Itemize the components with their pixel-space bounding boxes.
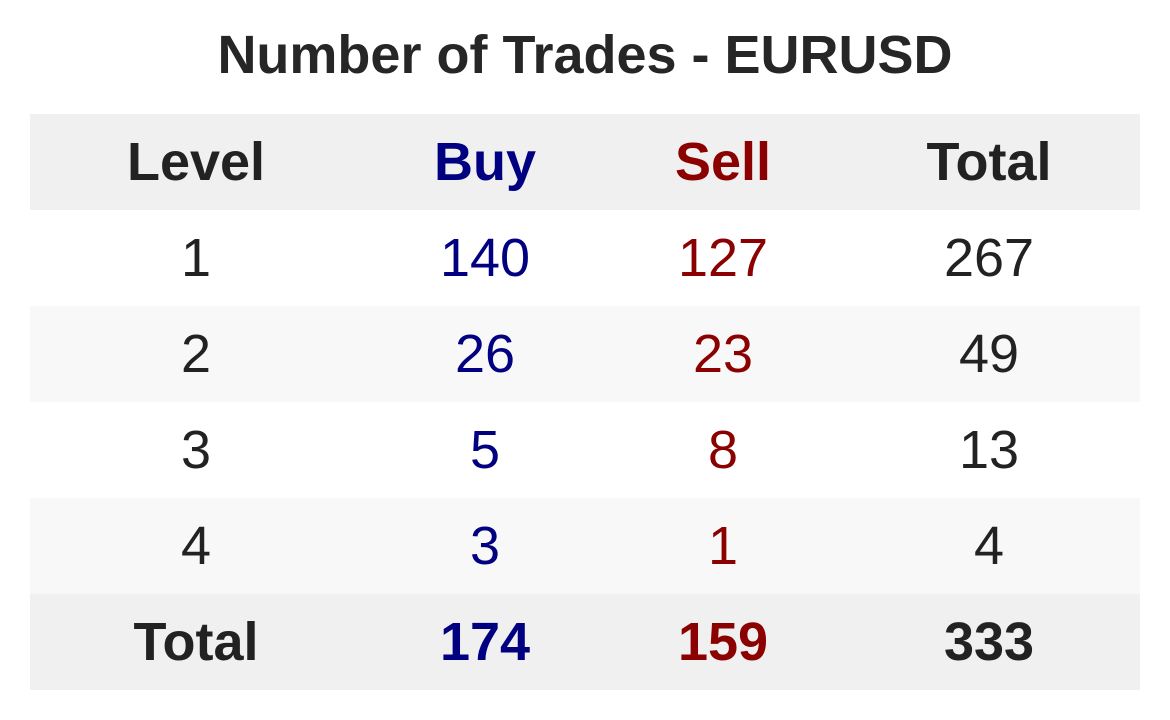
total-total: 333 (943, 612, 1035, 672)
cell-total: 4 (973, 516, 1005, 576)
cell-sell: 1 (707, 516, 739, 576)
total-buy: 174 (439, 612, 531, 672)
cell-level: 1 (180, 228, 212, 288)
table-title: Number of Trades - EURUSD (217, 25, 953, 85)
table-row: 1 140 127 267 (30, 210, 1140, 306)
cell-level: 3 (180, 420, 212, 480)
cell-total: 267 (943, 228, 1035, 288)
header-buy: Buy (433, 132, 536, 192)
table-header-row: Level Buy Sell Total (30, 114, 1140, 210)
header-total: Total (926, 132, 1052, 192)
table-row: 3 5 8 13 (30, 402, 1140, 498)
total-sell: 159 (677, 612, 769, 672)
cell-total: 49 (958, 324, 1020, 384)
table-total-row: Total 174 159 333 (30, 594, 1140, 690)
cell-buy: 26 (454, 324, 516, 384)
cell-sell: 23 (692, 324, 754, 384)
cell-buy: 5 (469, 420, 501, 480)
table-row: 2 26 23 49 (30, 306, 1140, 402)
header-sell: Sell (674, 132, 772, 192)
cell-buy: 140 (439, 228, 531, 288)
cell-total: 13 (958, 420, 1020, 480)
header-level: Level (126, 132, 266, 192)
trades-table: Level Buy Sell Total 1 140 127 267 2 26 … (30, 114, 1140, 690)
total-label: Total (133, 612, 259, 672)
cell-level: 4 (180, 516, 212, 576)
cell-sell: 8 (707, 420, 739, 480)
cell-sell: 127 (677, 228, 769, 288)
cell-level: 2 (180, 324, 212, 384)
cell-buy: 3 (469, 516, 501, 576)
table-row: 4 3 1 4 (30, 498, 1140, 594)
